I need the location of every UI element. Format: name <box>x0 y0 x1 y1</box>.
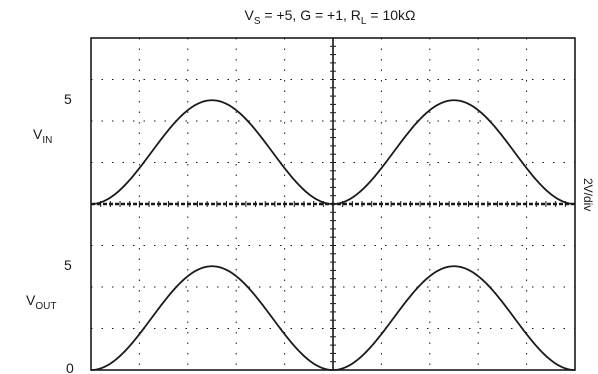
trace-layer <box>90 99 576 371</box>
title-part: = +5, G = +1, R <box>261 7 361 23</box>
title-part-sub: S <box>254 16 261 27</box>
vout-label-sub: OUT <box>35 301 56 312</box>
vin-tick-label: 5 <box>64 91 72 107</box>
vout-ground-label: 0 <box>66 360 74 374</box>
chart-title: VS = +5, G = +1, RL = 10kΩ <box>245 7 416 27</box>
title-part: V <box>245 7 255 23</box>
vin-channel-label: VIN <box>33 126 52 146</box>
vertical-scale-label: 2V/div <box>581 178 595 211</box>
vin-trace <box>90 99 576 205</box>
vin-label-main: V <box>33 126 43 142</box>
title-part-sub: L <box>361 16 367 27</box>
vout-tick-label: 5 <box>64 257 72 273</box>
plot-area <box>90 37 576 371</box>
vin-label-sub: IN <box>42 135 52 146</box>
title-part: = 10kΩ <box>366 7 415 23</box>
vout-label-main: V <box>26 292 36 308</box>
vout-trace <box>90 265 576 371</box>
vout-channel-label: VOUT <box>26 292 56 312</box>
